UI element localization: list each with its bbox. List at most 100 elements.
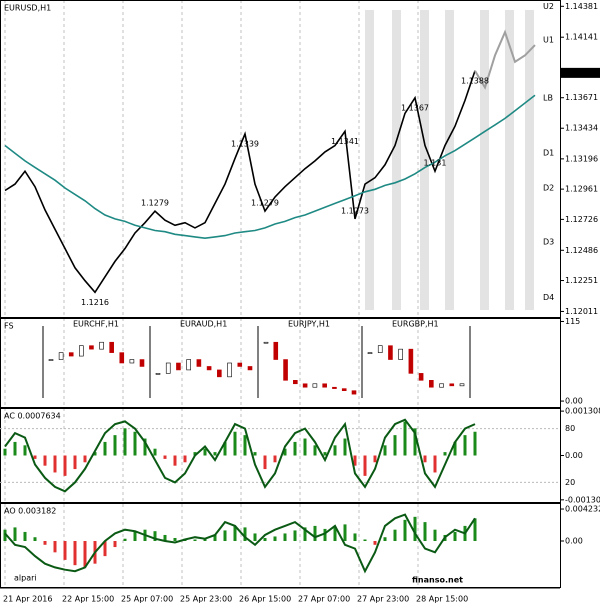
histogram-bar (393, 435, 397, 456)
mini-candle (263, 341, 269, 344)
histogram-bar (203, 448, 207, 456)
level-label: U2 (543, 2, 554, 11)
histogram-bar (103, 541, 107, 557)
histogram-bar (273, 536, 277, 542)
histogram-bar (453, 441, 457, 456)
mini-candle (367, 352, 373, 354)
mini-candle (332, 386, 337, 389)
histogram-bar (63, 541, 67, 560)
y-tick-label: 0.00 (565, 537, 583, 546)
histogram-bar (183, 455, 187, 463)
histogram-bar (313, 525, 317, 542)
histogram-bar (443, 452, 447, 456)
histogram-bar (373, 455, 377, 463)
y-tick-label: 1.13671 (565, 93, 598, 102)
y-tick-label: 1.14141 (565, 33, 598, 42)
x-tick-label: 21 Apr 2016 (3, 595, 52, 604)
mini-candle (273, 341, 279, 360)
histogram-bar (33, 455, 37, 459)
mini-candle (109, 341, 114, 353)
y-tick-label: 0.00 (565, 451, 583, 460)
histogram-bar (223, 441, 227, 456)
level-label: D1 (543, 149, 554, 158)
mini-candle (247, 366, 253, 371)
histogram-bar (313, 445, 317, 456)
histogram-bar (13, 441, 17, 456)
histogram-bar (283, 448, 287, 456)
histogram-bar (163, 455, 167, 459)
highlight-stripe (420, 10, 429, 310)
histogram-bar (433, 529, 437, 542)
histogram-bar (213, 534, 217, 542)
mini-candle (68, 352, 74, 357)
histogram-bar (193, 452, 197, 456)
mini-candle (48, 359, 54, 361)
histogram-bar (453, 531, 457, 542)
mini-candle (89, 345, 94, 350)
x-tick-label: 28 Apr 15:00 (416, 595, 468, 604)
y-tick-label: 0.001308 (565, 407, 600, 416)
mini-candle (119, 352, 125, 364)
histogram-bar (263, 537, 267, 542)
histogram-bar (363, 455, 367, 476)
y-tick-label: 1.13196 (565, 154, 598, 163)
y-tick-label: 1.12961 (565, 185, 598, 194)
histogram-bar (153, 531, 157, 542)
histogram-bar (243, 435, 247, 456)
histogram-bar (293, 530, 297, 542)
pivot-label: 1.1279 (141, 199, 169, 208)
y-tick-label: 0.004232 (565, 505, 600, 514)
level-label: D2 (543, 183, 554, 192)
highlight-stripe (392, 10, 401, 310)
histogram-bar (63, 455, 67, 476)
histogram-bar (263, 455, 267, 470)
mini-candle (206, 366, 212, 371)
price-line (474, 29, 536, 90)
broker-watermark: alpari (14, 574, 37, 583)
histogram-bar (353, 455, 357, 466)
histogram-bar (303, 527, 307, 542)
y-tick-label: 1.12726 (565, 215, 598, 224)
y2-tick-label: 20 (565, 478, 575, 487)
mini-candle (186, 359, 191, 371)
pivot-label: 1.1273 (341, 206, 369, 215)
y-tick-label: 1.14381 (565, 2, 598, 11)
indicator-line (4, 418, 476, 493)
y-tick-label: 1.12011 (565, 307, 598, 316)
y-tick-label: 1.13434 (565, 124, 598, 133)
mini-candle (165, 362, 171, 374)
highlight-stripe (505, 10, 514, 310)
mini-candle (322, 383, 327, 388)
histogram-bar (153, 448, 157, 456)
histogram-bar (173, 455, 177, 466)
mini-candle (79, 345, 84, 357)
histogram-bar (23, 445, 27, 456)
site-watermark: finanso.net (412, 576, 463, 585)
panel-frame (0, 318, 561, 408)
price-line (4, 70, 476, 294)
y-tick-label: -0.001307 (565, 495, 600, 504)
histogram-bar (113, 541, 117, 548)
highlight-stripe (480, 10, 489, 310)
mini-candle (217, 369, 222, 378)
mini-candle (196, 359, 202, 367)
histogram-bar (73, 541, 77, 566)
histogram-bar (423, 455, 427, 463)
mini-candle (58, 352, 64, 360)
mini-candle (99, 341, 104, 350)
mini-candle (377, 345, 383, 353)
y2-tick-label: 80 (565, 424, 575, 433)
histogram-bar (193, 539, 197, 542)
histogram-bar (103, 441, 107, 456)
histogram-bar (463, 435, 467, 456)
histogram-bar (113, 435, 117, 456)
histogram-bar (333, 445, 337, 456)
histogram-bar (473, 518, 477, 542)
y-tick-label: 115 (565, 317, 580, 326)
histogram-bar (123, 538, 127, 542)
mini-candle (155, 373, 161, 375)
mini-candle (176, 362, 181, 371)
mini-candle (139, 359, 145, 367)
